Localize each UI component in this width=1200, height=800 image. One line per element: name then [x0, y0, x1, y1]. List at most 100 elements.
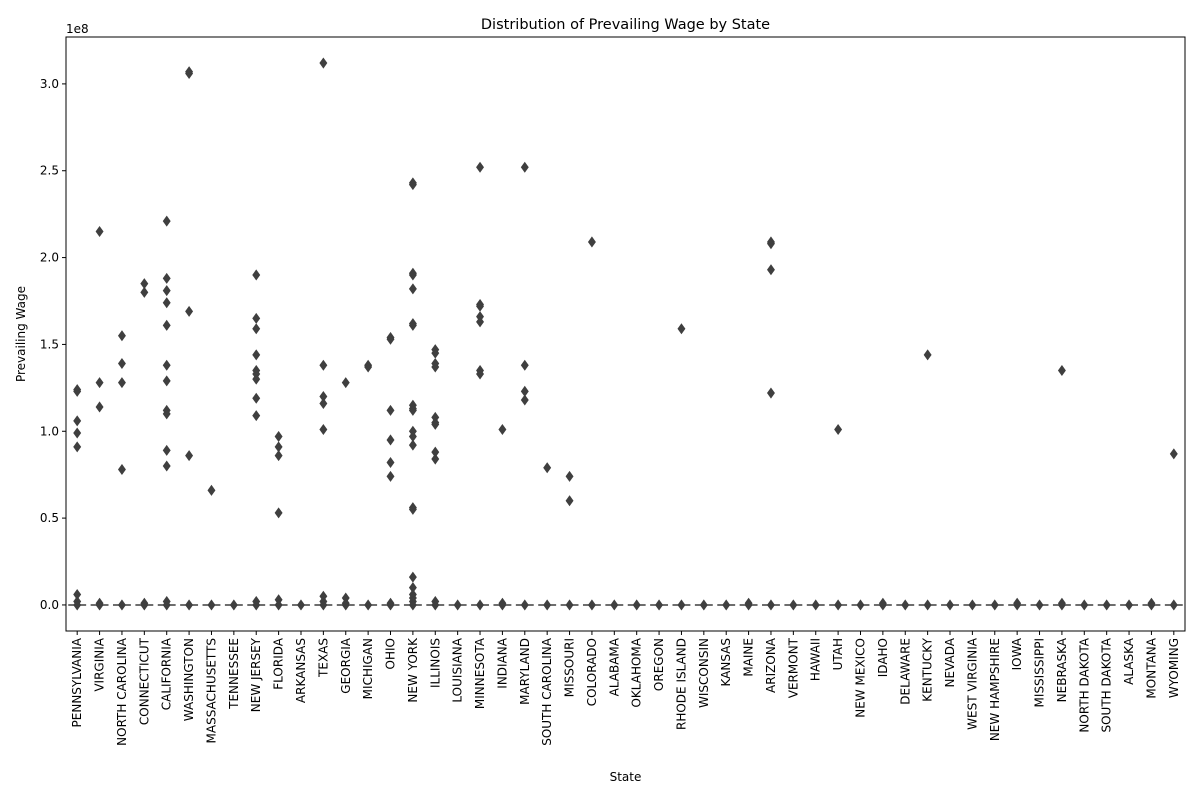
outlier-point	[1080, 599, 1089, 611]
y-tick-label: 2.5	[40, 164, 59, 178]
x-tick-label: IOWA	[1010, 637, 1024, 670]
box-maine	[739, 597, 758, 611]
outlier-point	[1125, 599, 1134, 611]
outlier-point	[162, 215, 171, 227]
chart-title: Distribution of Prevailing Wage by State	[481, 17, 770, 33]
outlier-point	[386, 599, 395, 611]
outlier-point	[274, 599, 283, 611]
outlier-point	[408, 439, 417, 451]
outlier-point	[297, 599, 305, 611]
box-oregon	[650, 599, 669, 611]
x-tick-label: VERMONT	[786, 637, 800, 698]
x-tick-label: SOUTH DAKOTA	[1100, 637, 1114, 732]
outlier-point	[1013, 599, 1022, 611]
box-west-virginia	[963, 599, 982, 611]
outlier-point	[834, 599, 843, 611]
box-arkansas	[292, 599, 310, 611]
outlier-point	[476, 368, 484, 380]
box-minnesota	[471, 161, 489, 611]
x-tick-label: MAINE	[742, 638, 756, 677]
x-tick-label: ARIZONA	[764, 637, 778, 693]
box-new-hampshire	[985, 599, 1004, 611]
outlier-point	[431, 361, 440, 373]
outlier-point	[520, 599, 529, 611]
x-tick-label: WEST VIRGINIA	[965, 637, 979, 730]
outlier-point	[252, 323, 261, 335]
box-louisiana	[448, 599, 467, 611]
box-indiana	[493, 424, 512, 611]
outlier-point	[1102, 599, 1111, 611]
outlier-point	[789, 599, 798, 611]
box-new-mexico	[851, 599, 870, 611]
outlier-point	[453, 599, 462, 611]
outlier-point	[95, 599, 104, 611]
box-illinois	[426, 344, 445, 611]
outlier-point	[632, 599, 641, 611]
outlier-point	[185, 305, 194, 317]
outlier-point	[1147, 599, 1156, 611]
outlier-point	[341, 377, 350, 389]
outlier-point	[117, 358, 126, 370]
box-wyoming	[1164, 448, 1183, 611]
outlier-point	[73, 415, 82, 427]
outlier-point	[1057, 599, 1066, 611]
x-tick-label: TEXAS	[316, 638, 330, 678]
x-tick-label: MARYLAND	[518, 638, 532, 705]
outlier-point	[73, 441, 82, 453]
outlier-point	[162, 444, 171, 456]
outlier-point	[73, 427, 82, 439]
outlier-point	[408, 269, 417, 281]
x-tick-label: MASSACHUSETTS	[204, 638, 218, 743]
outlier-point	[140, 599, 149, 611]
outlier-point	[677, 599, 686, 611]
box-new-jersey	[247, 269, 266, 611]
outlier-point	[878, 599, 887, 611]
x-tick-label: HAWAII	[809, 638, 823, 681]
x-tick-label: INDIANA	[495, 637, 509, 688]
box-oklahoma	[627, 599, 646, 611]
outlier-point	[117, 377, 126, 389]
box-missouri	[560, 470, 579, 611]
outlier-point	[252, 410, 261, 422]
box-hawaii	[806, 599, 825, 611]
box-vermont	[784, 599, 803, 611]
box-massachusetts	[202, 484, 221, 611]
x-tick-label: ALASKA	[1122, 637, 1136, 685]
box-delaware	[896, 599, 915, 611]
box-nebraska	[1052, 364, 1071, 611]
outlier-point	[408, 404, 417, 416]
outlier-point	[117, 599, 126, 611]
x-tick-label: LOUISIANA	[451, 637, 465, 702]
y-axis-offset-label: 1e8	[66, 22, 89, 36]
outlier-point	[386, 457, 395, 469]
outlier-point	[252, 269, 261, 281]
outlier-point	[386, 434, 395, 446]
outlier-point	[162, 460, 171, 472]
outlier-point	[185, 67, 194, 79]
outlier-point	[229, 599, 238, 611]
outlier-point	[162, 408, 171, 420]
box-kansas	[717, 599, 736, 611]
outlier-point	[744, 599, 753, 611]
x-tick-label: WISCONSIN	[697, 638, 711, 708]
outlier-point	[856, 599, 865, 611]
box-wisconsin	[694, 599, 713, 611]
outlier-point	[923, 599, 932, 611]
outlier-point	[811, 599, 820, 611]
y-tick-label: 3.0	[40, 77, 59, 91]
outlier-point	[274, 507, 283, 519]
box-texas	[314, 57, 333, 611]
box-ohio	[381, 331, 400, 611]
box-tennessee	[224, 599, 243, 611]
outlier-point	[117, 463, 126, 475]
outlier-point	[162, 599, 171, 611]
outlier-point	[207, 484, 216, 496]
outlier-point	[185, 599, 194, 611]
outlier-point	[95, 226, 104, 238]
x-tick-label: NEW HAMPSHIRE	[988, 638, 1002, 741]
box-alaska	[1120, 599, 1139, 611]
outlier-point	[319, 57, 328, 69]
outlier-point	[207, 599, 216, 611]
outlier-point	[834, 424, 843, 436]
x-tick-label: WYOMING	[1167, 638, 1181, 698]
